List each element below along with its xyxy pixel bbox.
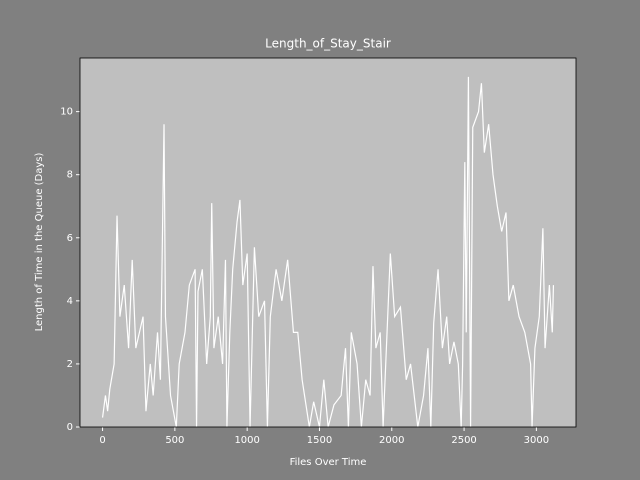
y-tick-label: 4 — [67, 296, 73, 307]
x-tick-label: 2000 — [379, 435, 404, 446]
x-tick-label: 2500 — [451, 435, 476, 446]
x-tick-label: 500 — [165, 435, 184, 446]
x-tick-label: 3000 — [524, 435, 549, 446]
chart-title: Length_of_Stay_Stair — [265, 37, 391, 51]
x-tick-label: 0 — [99, 435, 105, 446]
x-axis-label: Files Over Time — [290, 457, 367, 468]
y-axis-label: Length of Time in the Queue (Days) — [34, 153, 45, 332]
plot-frame — [79, 57, 577, 428]
y-tick-label: 8 — [67, 170, 73, 181]
y-tick-label: 10 — [60, 107, 73, 118]
y-tick-label: 6 — [67, 233, 73, 244]
x-tick-label: 1500 — [307, 435, 332, 446]
series-line — [101, 76, 555, 428]
y-tick-label: 2 — [67, 359, 73, 370]
y-tick-label: 0 — [67, 422, 73, 433]
x-tick-label: 1000 — [234, 435, 259, 446]
